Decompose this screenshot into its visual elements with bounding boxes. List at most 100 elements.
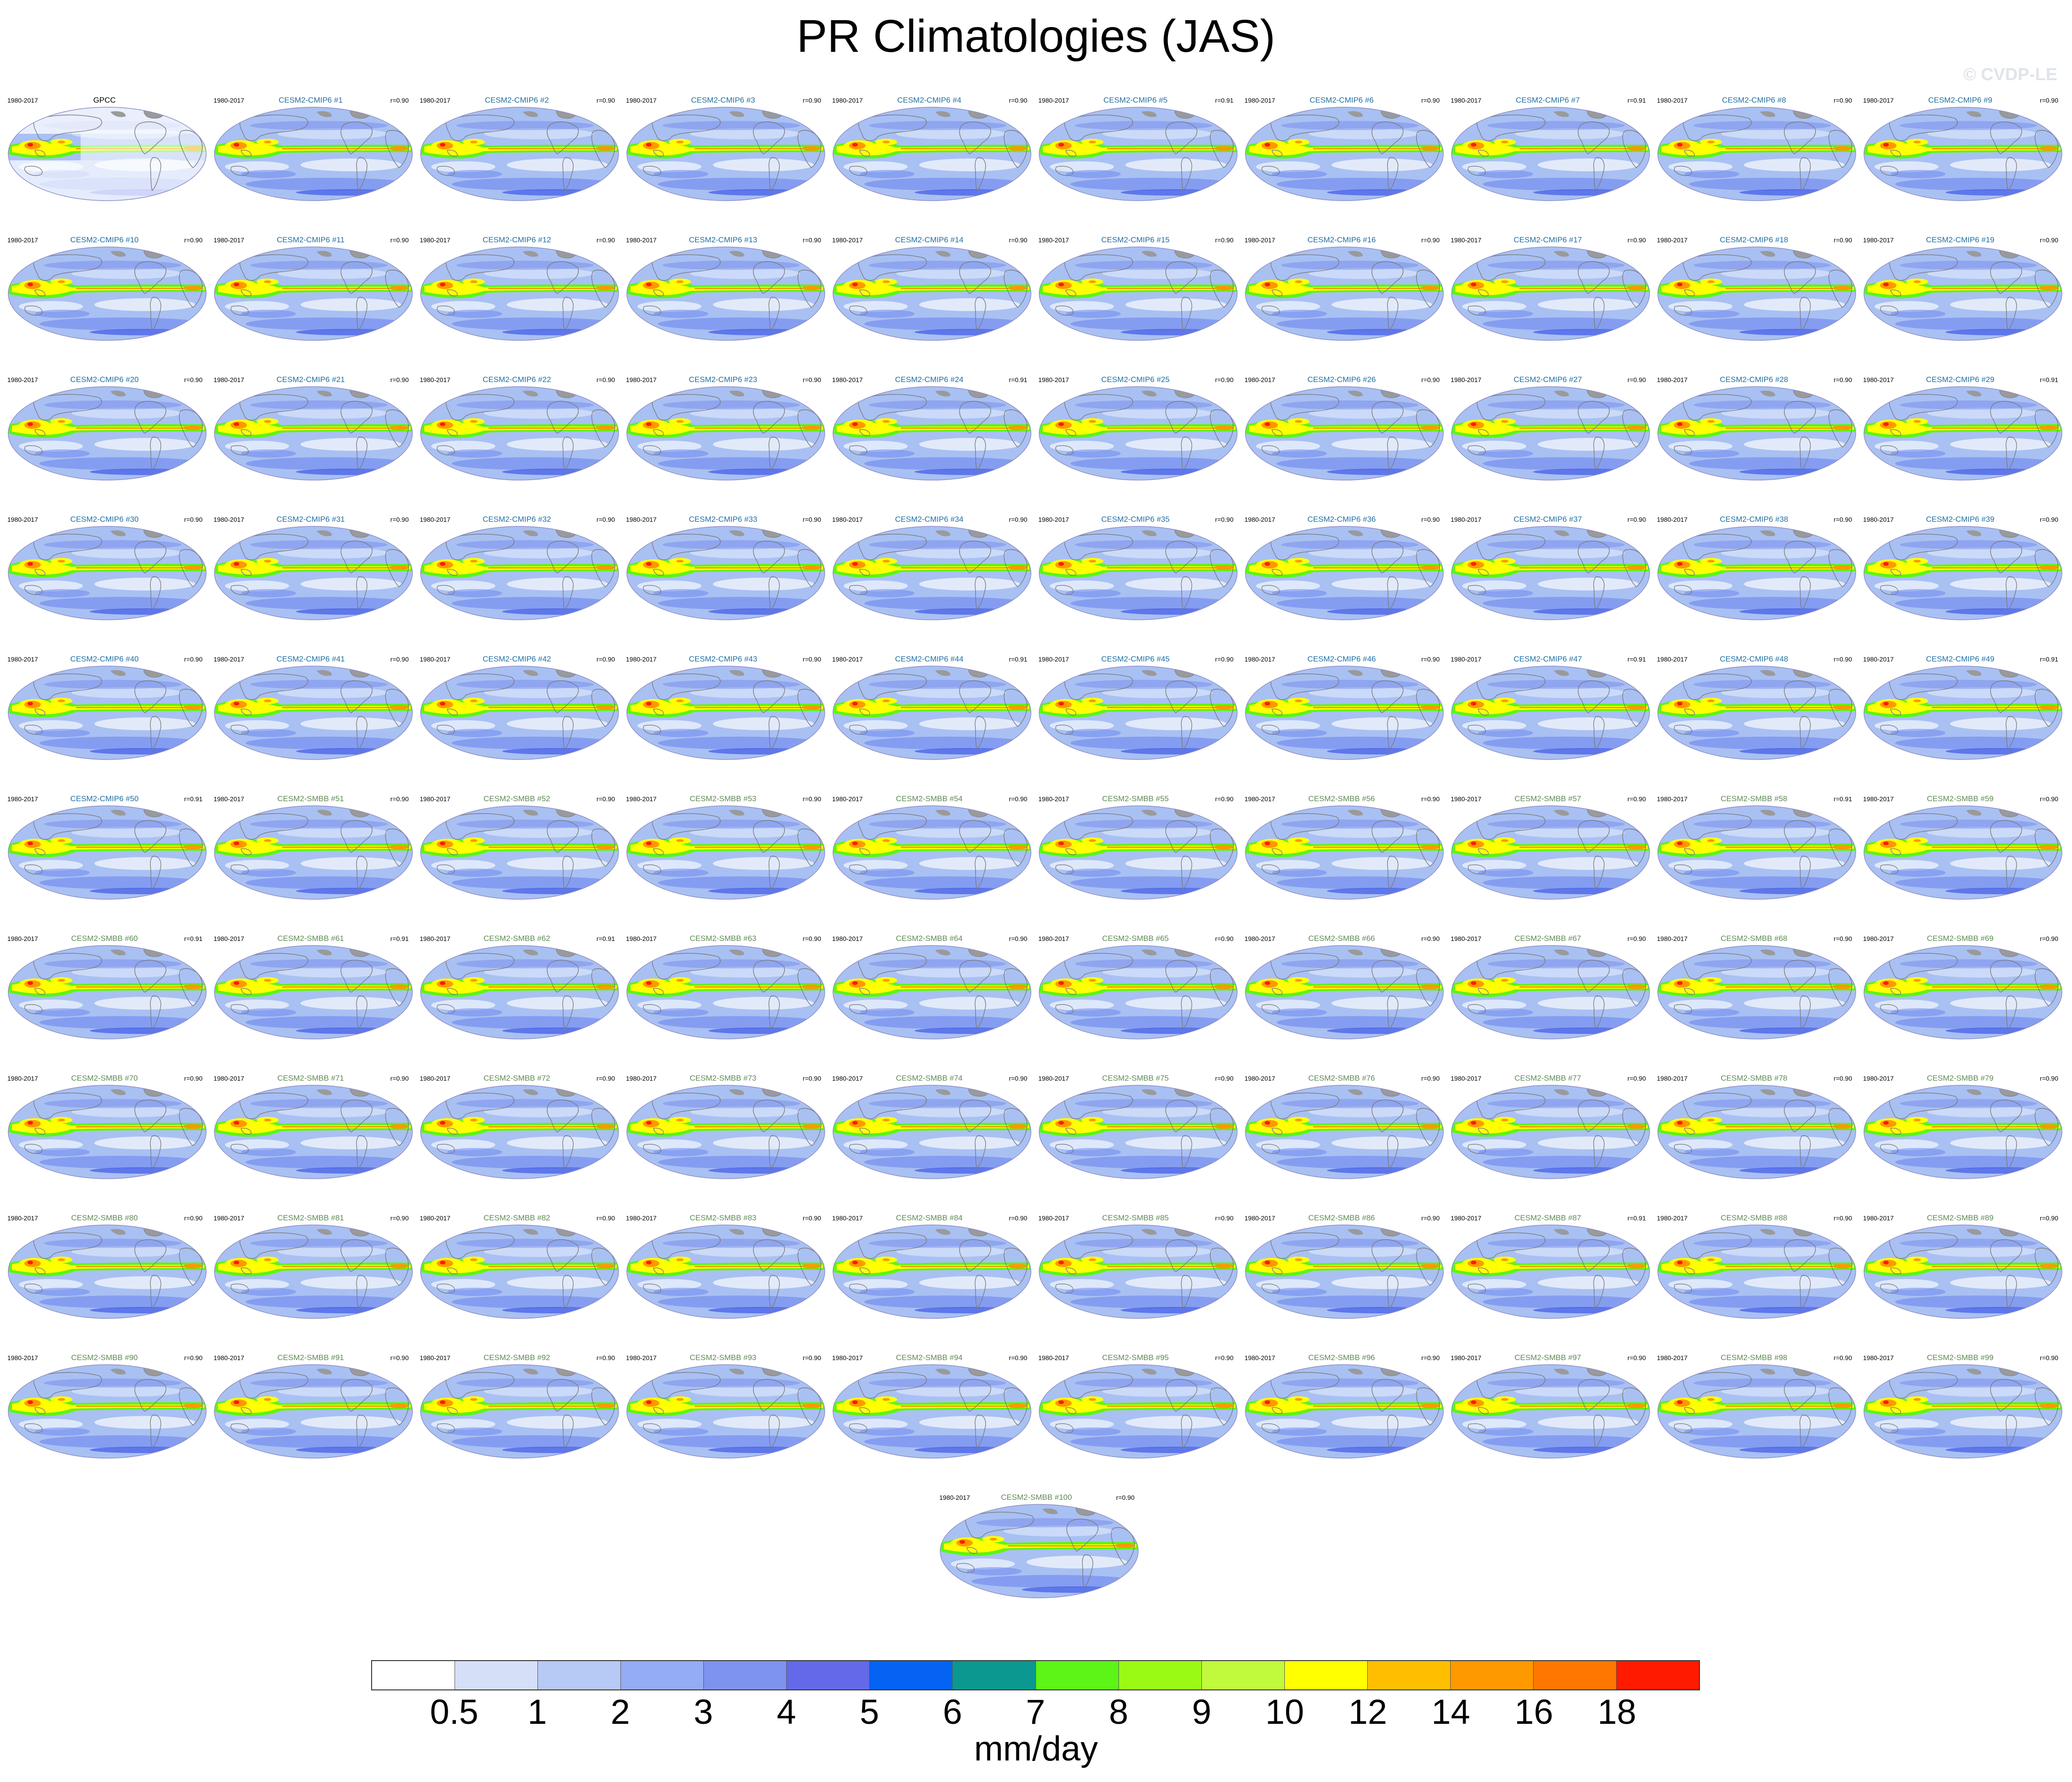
itcz-core-band	[488, 148, 612, 149]
panel-title: CESM2-SMBB #68	[1721, 934, 1787, 943]
itcz-core-band	[282, 567, 406, 568]
coastline	[24, 864, 43, 875]
subtropical-dry-zone	[1125, 298, 1226, 311]
precip-map	[8, 1364, 207, 1459]
atlantic-itcz	[1420, 146, 1440, 151]
monsoon-center	[1501, 1398, 1508, 1401]
spcz-band	[1066, 589, 1121, 597]
colorbar-box	[1118, 1661, 1202, 1689]
colorbar-box	[372, 1661, 455, 1689]
panel-title: CESM2-SMBB #92	[483, 1353, 550, 1362]
coastline	[1683, 115, 1752, 141]
subtropical-dry-zone	[94, 578, 195, 590]
map-panel: 1980-2017 CESM2-SMBB #98 r=0.90	[1650, 1354, 1858, 1465]
subtropical-dry-zone	[844, 1139, 908, 1150]
map-border	[1039, 1364, 1238, 1459]
atlantic-itcz	[183, 1264, 203, 1268]
warm-pool-peak	[1058, 702, 1064, 705]
storm-track-band	[658, 597, 823, 610]
panel-title: CESM2-CMIP6 #41	[276, 655, 345, 663]
coastline	[653, 1267, 664, 1274]
panel-title: CESM2-CMIP6 #40	[70, 655, 139, 663]
itcz-core-band	[1519, 1266, 1643, 1267]
monsoon-center	[1707, 839, 1715, 842]
subtropical-dry-zone	[1515, 408, 1625, 419]
arctic-landmass	[935, 1089, 951, 1095]
panel-pattern-correlation: r=0.91	[1833, 795, 1852, 803]
storm-track-band	[869, 820, 1006, 829]
monsoon-center	[1089, 560, 1096, 563]
panel-period: 1980-2017	[1451, 516, 1481, 523]
arctic-landmass	[317, 809, 332, 816]
itcz-core-band	[1519, 148, 1643, 149]
warm-pool-peak	[1677, 702, 1683, 705]
panel-period: 1980-2017	[1244, 935, 1275, 942]
storm-track-band	[1694, 1239, 1831, 1248]
coastline	[1784, 960, 1816, 993]
panel-pattern-correlation: r=0.90	[2039, 1354, 2058, 1361]
coastline	[753, 401, 785, 434]
subtropical-dry-zone	[1927, 1386, 2037, 1397]
map-border	[8, 945, 207, 1039]
monsoon-center	[1913, 1119, 1921, 1121]
spcz-band	[1684, 1288, 1739, 1296]
arctic-landmass	[317, 251, 332, 257]
map-border	[1039, 386, 1238, 481]
map-border	[8, 666, 207, 760]
atlantic-itcz	[183, 984, 203, 989]
panel-period: 1980-2017	[214, 1354, 244, 1361]
map-panel: 1980-2017 CESM2-SMBB #78 r=0.90	[1650, 1074, 1858, 1185]
subtropical-dry-zone	[1744, 578, 1845, 590]
coastline	[1387, 157, 1398, 191]
coastline	[356, 716, 367, 750]
coastline	[1272, 708, 1283, 716]
storm-track-band	[1281, 1239, 1419, 1248]
warm-pool-peak	[234, 143, 239, 147]
spcz-band	[653, 1148, 708, 1156]
subtropical-dry-zone	[301, 298, 401, 311]
coastline	[1468, 1004, 1486, 1014]
storm-track-band	[1895, 317, 2060, 330]
coastline	[447, 289, 458, 296]
precip-map	[833, 526, 1031, 620]
map-panel: 1980-2017 CESM2-CMIP6 #46 r=0.90	[1238, 655, 1445, 766]
subtropical-dry-zone	[1256, 720, 1320, 731]
subtropical-dry-zone	[1050, 860, 1114, 871]
atlantic-itcz	[1626, 1404, 1646, 1408]
panel-title: CESM2-SMBB #75	[1102, 1074, 1169, 1082]
atlantic-itcz	[1420, 565, 1440, 570]
subtropical-dry-zone	[713, 1276, 814, 1289]
coastline	[1270, 1372, 1339, 1399]
arctic-landmass	[1760, 1229, 1776, 1235]
storm-track-band	[246, 597, 411, 610]
subtropical-dry-zone	[1125, 1276, 1226, 1289]
map-panel: 1980-2017 CESM2-CMIP6 #40 r=0.90	[1, 655, 208, 766]
map-panel: 1980-2017 CESM2-SMBB #90 r=0.90	[1, 1354, 208, 1465]
subtropical-dry-zone	[1125, 717, 1226, 730]
map-panel: 1980-2017 CESM2-CMIP6 #45 r=0.90	[1032, 655, 1239, 766]
map-border	[1864, 945, 2062, 1039]
coastline	[134, 1379, 166, 1412]
map-panel: 1980-2017 CESM2-CMIP6 #16 r=0.90	[1238, 236, 1445, 347]
arctic-landmass	[1141, 251, 1157, 257]
map-border	[626, 526, 825, 620]
subtropical-dry-zone	[1538, 1137, 1639, 1149]
coastline	[437, 725, 455, 735]
map-panel: 1980-2017 CESM2-SMBB #91 r=0.90	[207, 1354, 414, 1465]
itcz-core-band	[1519, 1126, 1643, 1127]
coastline	[1261, 1284, 1280, 1294]
storm-track-band	[246, 1435, 411, 1448]
arctic-landmass	[1554, 670, 1569, 676]
map-border	[1657, 386, 1856, 481]
warm-pool-peak	[1265, 422, 1270, 426]
precip-map	[1864, 945, 2062, 1039]
arctic-landmass	[935, 1229, 951, 1235]
subtropical-dry-zone	[713, 159, 814, 171]
storm-track-band	[1694, 261, 1831, 270]
subtropical-dry-zone	[690, 1106, 800, 1117]
coastline	[547, 820, 579, 853]
coastline	[858, 673, 927, 700]
monsoon-center	[58, 420, 65, 423]
map-panel: 1980-2017 CESM2-CMIP6 #36 r=0.90	[1238, 515, 1445, 626]
precip-map	[1039, 805, 1238, 900]
